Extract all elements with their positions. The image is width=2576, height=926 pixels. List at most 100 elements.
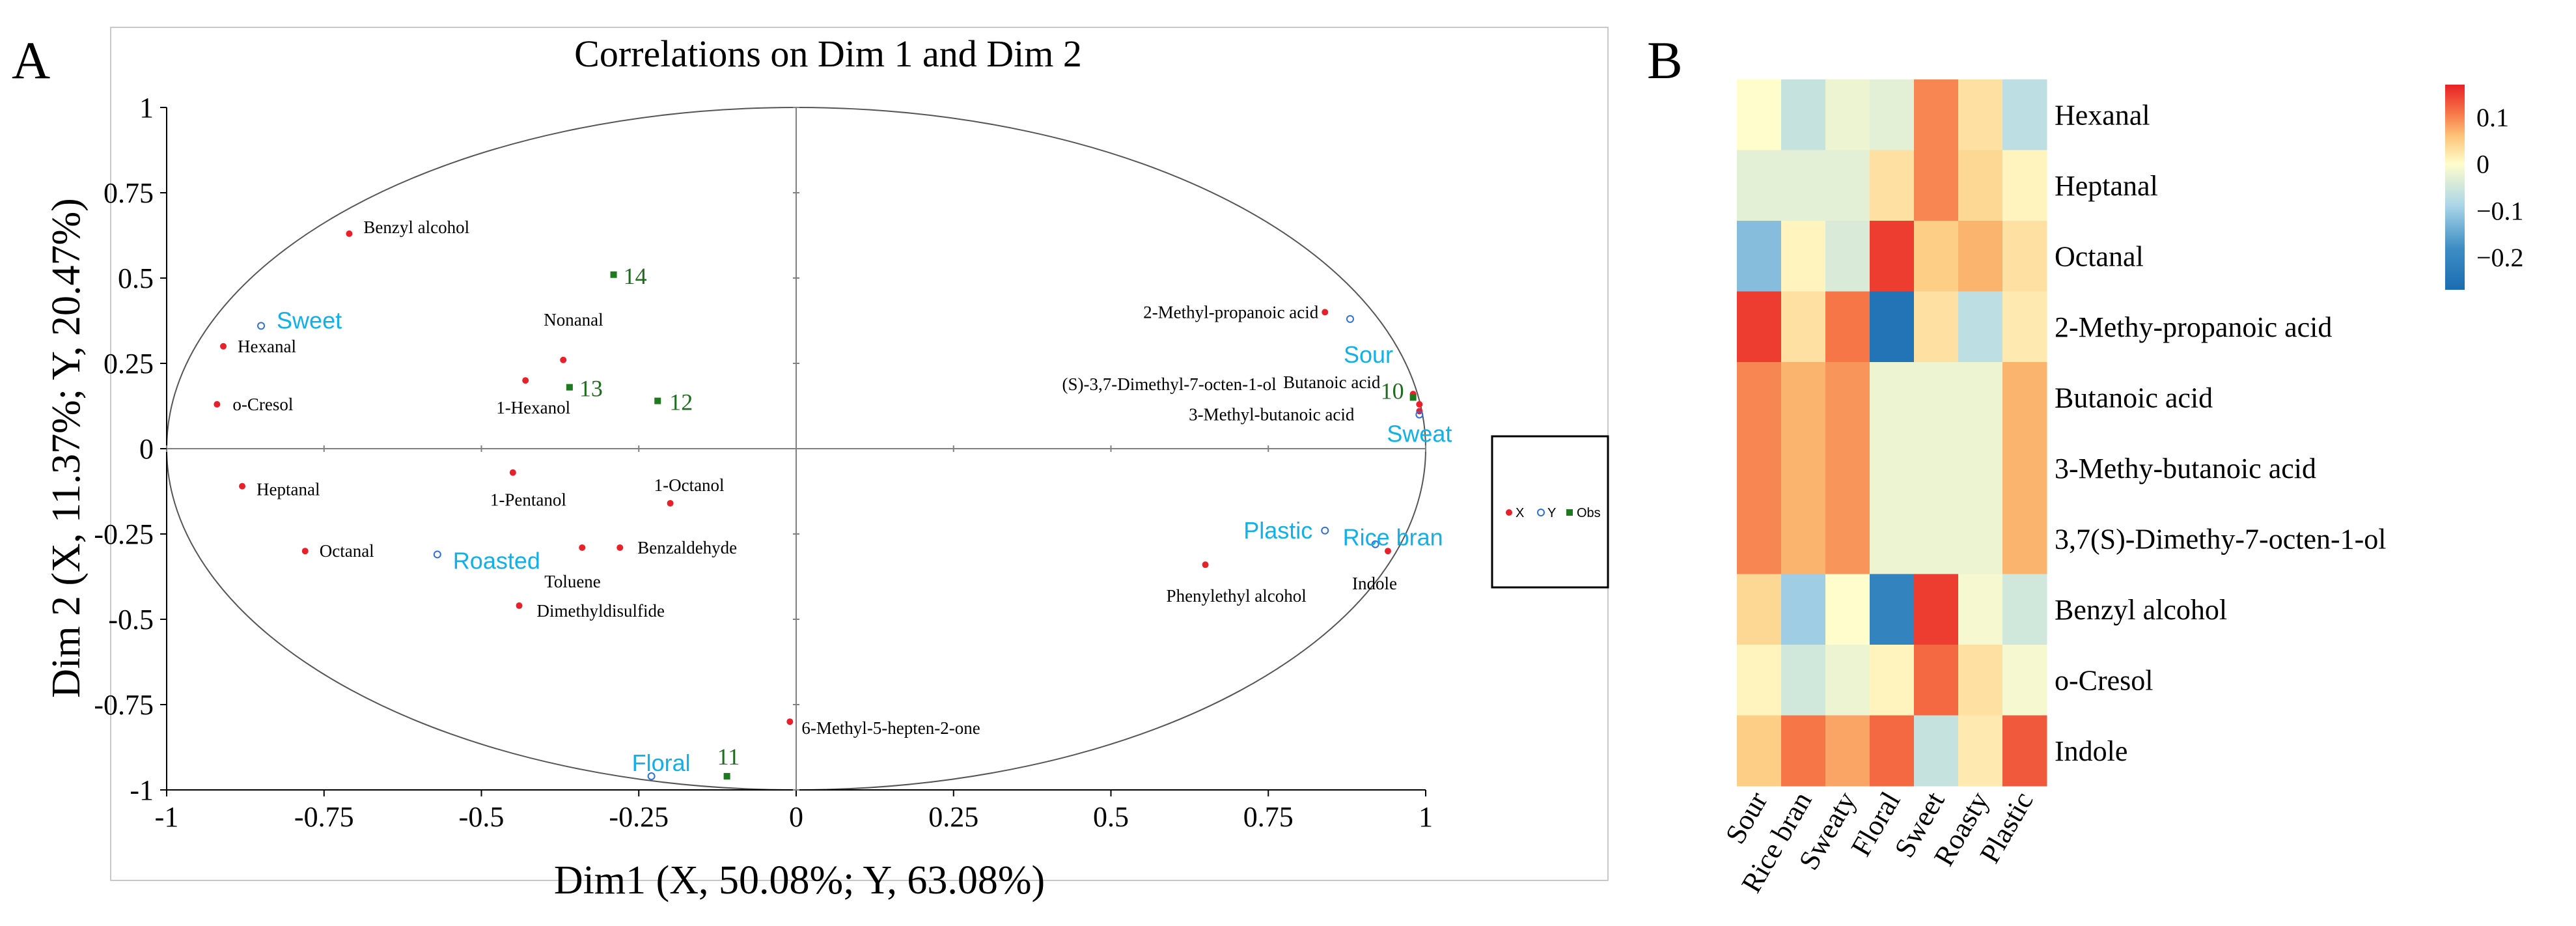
heatmap-row-label: Hexanal (2055, 99, 2150, 131)
heatmap-cell-hexanal-plastic (2002, 79, 2047, 150)
heatmap-cell-benzyl-alcohol-rice-bran (1781, 574, 1826, 645)
y-tick-label: 0.5 (118, 262, 154, 294)
point-x-octanal (301, 548, 309, 555)
label-x-3-methyl-butanoic-acid: 3-Methyl-butanoic acid (1189, 404, 1355, 424)
colorbar: 0.1 0 −0.1 −0.2 (2445, 85, 2524, 290)
heatmap-cell-2-methy-propanoic-acid-roasty (1958, 291, 2003, 363)
label-x-1-pentanol: 1-Pentanol (490, 490, 566, 510)
heatmap-cell-hexanal-sweaty (1825, 79, 1870, 150)
label-x-benzaldehyde: Benzaldehyde (637, 538, 737, 557)
legend-x-marker (1506, 509, 1512, 516)
label-y-plastic: Plastic (1243, 517, 1312, 544)
label-obs-12: 12 (669, 389, 693, 415)
heatmap-cell-3-7-s-dimethy-7-octen-1-ol-roasty (1958, 503, 2003, 574)
heatmap-cell-2-methy-propanoic-acid-rice-bran (1781, 291, 1826, 363)
point-obs-10 (1409, 394, 1417, 401)
heatmap-cell-2-methy-propanoic-acid-plastic (2002, 291, 2047, 363)
heatmap-cell-heptanal-sweet (1914, 150, 1959, 221)
heatmap-cell-hexanal-sweet (1914, 79, 1959, 150)
heatmap-cell-indole-sour (1737, 715, 1782, 787)
point-obs-14 (610, 271, 617, 278)
point-x-2-methyl-propanoic-acid (1322, 309, 1329, 316)
heatmap-row-label: Octanal (2055, 240, 2144, 272)
heatmap-cell-benzyl-alcohol-floral (1870, 574, 1915, 645)
heatmap-cell-o-cresol-plastic (2002, 645, 2047, 716)
label-obs-11: 11 (717, 744, 740, 770)
label-x-benzyl-alcohol: Benzyl alcohol (363, 217, 469, 237)
y-tick-label: 0 (139, 433, 154, 465)
heatmap-cell-butanoic-acid-sweaty (1825, 362, 1870, 433)
y-tick-label: 0.75 (104, 177, 154, 209)
label-x-dimethyldisulfide: Dimethyldisulfide (537, 601, 665, 621)
heatmap-cell-o-cresol-sweaty (1825, 645, 1870, 716)
label-obs-13: 13 (579, 376, 603, 402)
x-tick-label: -1 (155, 801, 179, 833)
point-x-o-cresol (214, 400, 221, 408)
heatmap-cell-butanoic-acid-roasty (1958, 362, 2003, 433)
heatmap-cell-3-7-s-dimethy-7-octen-1-ol-sweet (1914, 503, 1959, 574)
point-x-nonanal (560, 356, 567, 363)
heatmap-cell-indole-roasty (1958, 715, 2003, 787)
heatmap-cell-octanal-sour (1737, 221, 1782, 292)
heatmap-cell-3-methy-butanoic-acid-floral (1870, 432, 1915, 504)
label-x-1-octanol: 1-Octanol (654, 475, 725, 495)
colorbar-tick-label: 0 (2476, 150, 2489, 179)
heatmap-cell-octanal-sweet (1914, 221, 1959, 292)
heatmap-cell-2-methy-propanoic-acid-sour (1737, 291, 1782, 363)
heatmap-cell-o-cresol-roasty (1958, 645, 2003, 716)
point-x-dimethyldisulfide (516, 602, 523, 610)
label-y-sweet: Sweet (277, 307, 342, 333)
label-x-phenylethyl-alcohol: Phenylethyl alcohol (1167, 586, 1307, 606)
label-x-toluene: Toluene (544, 572, 601, 591)
label-y-floral: Floral (632, 750, 691, 776)
point-x-benzaldehyde (616, 544, 624, 551)
heatmap-cell-octanal-sweaty (1825, 221, 1870, 292)
heatmap-cell-2-methy-propanoic-acid-floral (1870, 291, 1915, 363)
plot-frame (110, 27, 1609, 881)
heatmap-cell-heptanal-sour (1737, 150, 1782, 221)
point-y-floral (647, 772, 656, 781)
point-y-sweat (1415, 410, 1424, 419)
heatmap-cell-heptanal-floral (1870, 150, 1915, 221)
x-tick-label: 0.5 (1093, 801, 1129, 833)
heatmap-cell-benzyl-alcohol-sweet (1914, 574, 1959, 645)
heatmap-row-label: Butanoic acid (2055, 382, 2213, 414)
heatmap-cell-o-cresol-sweet (1914, 645, 1959, 716)
panel-a-label: A (12, 31, 50, 90)
heatmap-cell-3-methy-butanoic-acid-sour (1737, 432, 1782, 504)
label-x-1-hexanol: 1-Hexanol (496, 398, 570, 417)
heatmap-cell-3-methy-butanoic-acid-rice-bran (1781, 432, 1826, 504)
colorbar-tick-label: 0.1 (2476, 103, 2509, 132)
label-x-heptanal: Heptanal (256, 480, 320, 499)
colorbar-gradient (2445, 85, 2465, 290)
point-y-roasted (433, 550, 441, 559)
point-y-plastic (1321, 526, 1329, 535)
legend-obs-label: Obs (1577, 506, 1601, 520)
label-x-hexanal: Hexanal (238, 337, 296, 356)
heatmap-row-label: 2-Methy-propanoic acid (2055, 311, 2332, 343)
label-y-rice-bran: Rice bran (1343, 524, 1443, 551)
x-tick-label: 0.75 (1243, 801, 1294, 833)
label-obs-14: 14 (624, 263, 647, 289)
y-tick-label: -0.25 (94, 518, 154, 550)
heatmap-cell-butanoic-acid-sweet (1914, 362, 1959, 433)
heatmap-row-label: 3,7(S)-Dimethy-7-octen-1-ol (2055, 523, 2387, 555)
heatmap-row-label: o-Cresol (2055, 664, 2154, 696)
label-x-s-3-7-dimethyl-7-octen-1-ol: (S)-3,7-Dimethyl-7-octen-1-ol (1062, 374, 1277, 394)
y-tick-label: 1 (139, 92, 154, 124)
heatmap-cell-heptanal-rice-bran (1781, 150, 1826, 221)
heatmap-row-label: Indole (2055, 735, 2127, 767)
x-tick-label: 0 (789, 801, 803, 833)
heatmap-cell-butanoic-acid-plastic (2002, 362, 2047, 433)
heatmap-cell-hexanal-rice-bran (1781, 79, 1826, 150)
y-tick-label: -0.5 (108, 604, 154, 636)
heatmap-cell-3-7-s-dimethy-7-octen-1-ol-plastic (2002, 503, 2047, 574)
heatmap-cell-o-cresol-sour (1737, 645, 1782, 716)
panel-b-label: B (1647, 31, 1683, 90)
heatmap-row-label: Heptanal (2055, 170, 2158, 202)
point-x-benzyl-alcohol (346, 230, 353, 237)
legend: X Y Obs (1491, 435, 1609, 589)
legend-y-marker (1537, 509, 1545, 516)
heatmap: Hexanal Heptanal Octanal 2-Methy-propanoic … (1719, 79, 2387, 898)
